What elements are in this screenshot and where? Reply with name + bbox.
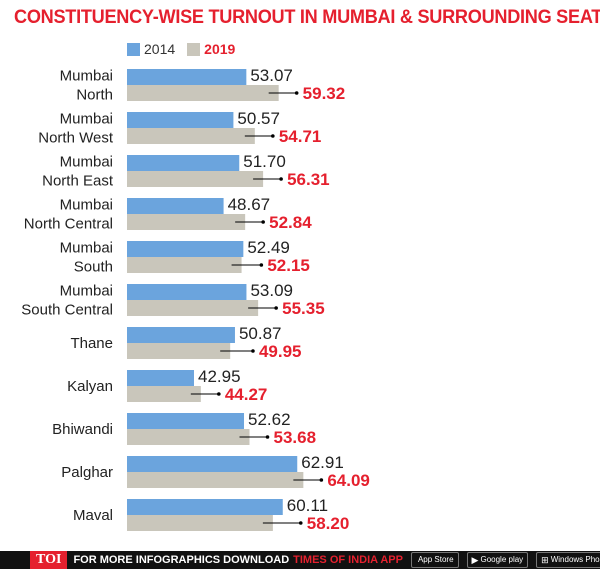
value-label-2019: 49.95 (259, 342, 302, 361)
value-label-2019: 58.20 (307, 514, 350, 533)
value-label-2019: 52.84 (269, 213, 312, 232)
value-label-2014: 53.07 (250, 66, 293, 85)
pointer-dot (274, 306, 278, 310)
category-label: North East (42, 173, 114, 190)
category-label: South (74, 259, 113, 276)
bar-2014 (127, 370, 194, 386)
bar-2014 (127, 155, 240, 171)
google-play-badge[interactable]: ▶ Google play (466, 552, 529, 568)
category-label: North (76, 87, 113, 104)
value-label-2019: 59.32 (303, 84, 346, 103)
category-label: Thane (70, 335, 113, 352)
value-label-2019: 64.09 (327, 471, 370, 490)
category-label: Mumbai (60, 154, 113, 171)
value-label-2014: 42.95 (198, 367, 241, 386)
value-label-2014: 48.67 (228, 195, 271, 214)
bar-2014 (127, 413, 245, 429)
bar-2014 (127, 284, 247, 300)
bar-2014 (127, 241, 244, 257)
category-label: Maval (73, 507, 113, 524)
value-label-2019: 53.68 (273, 428, 316, 447)
category-label: Mumbai (60, 68, 113, 85)
legend-label-2014: 2014 (144, 41, 176, 57)
bar-2019 (127, 257, 242, 273)
category-label: Mumbai (60, 197, 113, 214)
pointer-dot (265, 435, 270, 439)
value-label-2014: 50.87 (239, 324, 282, 343)
value-label-2014: 62.91 (301, 453, 344, 472)
bar-2014 (127, 499, 283, 515)
pointer-dot (319, 478, 324, 482)
value-label-2014: 51.70 (243, 152, 286, 171)
pointer-dot (251, 349, 255, 353)
pointer-dot (259, 263, 264, 267)
windows-phone-label: Windows Phone (550, 555, 600, 564)
bar-2019 (127, 429, 250, 445)
toi-logo: TOI (30, 551, 68, 569)
windows-phone-badge[interactable]: ⊞ Windows Phone (536, 552, 600, 568)
legend-swatch-2019 (187, 42, 201, 56)
legend: 2014 2019 (127, 40, 247, 58)
bar-2019 (127, 214, 246, 230)
bar-2014 (127, 69, 247, 85)
windows-icon: ⊞ (541, 555, 549, 565)
value-label-2019: 52.15 (267, 256, 310, 275)
category-label: North West (38, 130, 114, 147)
footer-text: FOR MORE INFOGRAPHICS DOWNLOAD (73, 554, 290, 566)
pointer-dot (217, 392, 221, 396)
category-label: South Central (21, 302, 113, 319)
value-label-2014: 60.11 (287, 496, 328, 515)
category-label: Palghar (61, 464, 113, 481)
bar-2014 (127, 198, 224, 214)
bar-2019 (127, 171, 264, 187)
category-label: Kalyan (67, 378, 113, 395)
bar-2019 (127, 85, 279, 101)
app-store-badge[interactable]: App Store (410, 552, 459, 568)
value-label-2019: 56.31 (287, 170, 330, 189)
pointer-dot (279, 177, 283, 181)
category-label: North Central (24, 216, 113, 233)
value-label-2014: 52.62 (248, 410, 291, 429)
bar-2019 (127, 300, 259, 316)
value-label-2014: 53.09 (250, 281, 293, 300)
value-label-2019: 55.35 (282, 299, 325, 318)
bar-chart: Mumbai North 53.07 59.32 Mumbai North West 50.… (21, 66, 370, 533)
category-label: Bhiwandi (52, 421, 113, 438)
bar-2019 (127, 515, 273, 531)
category-label: Mumbai (60, 283, 113, 300)
bar-2019 (127, 386, 201, 402)
pointer-dot (294, 91, 299, 95)
app-store-label: App Store (417, 555, 454, 564)
value-label-2014: 50.57 (237, 109, 280, 128)
value-label-2019: 54.71 (279, 127, 322, 146)
footer-banner: TOI FOR MORE INFOGRAPHICS DOWNLOAD TIMES… (0, 551, 600, 569)
bar-2019 (127, 128, 255, 144)
category-label: Mumbai (60, 111, 113, 128)
pointer-dot (261, 220, 265, 224)
play-icon: ▶ (471, 555, 479, 565)
legend-label-2019: 2019 (204, 41, 236, 57)
bar-2014 (127, 327, 235, 343)
chart-title: CONSTITUENCY-WISE TURNOUT IN MUMBAI & SU… (14, 6, 600, 28)
bar-2019 (127, 343, 231, 359)
google-play-label: Google play (480, 555, 524, 564)
value-label-2019: 44.27 (225, 385, 268, 404)
category-label: Mumbai (60, 240, 113, 257)
bar-2019 (127, 472, 304, 488)
value-label-2014: 52.49 (247, 238, 290, 257)
bar-2014 (127, 112, 234, 128)
legend-swatch-2014 (127, 42, 140, 56)
pointer-dot (271, 134, 275, 138)
bar-2014 (127, 456, 298, 472)
pointer-dot (298, 521, 303, 525)
footer-brand: TIMES OF INDIA APP (293, 554, 403, 566)
